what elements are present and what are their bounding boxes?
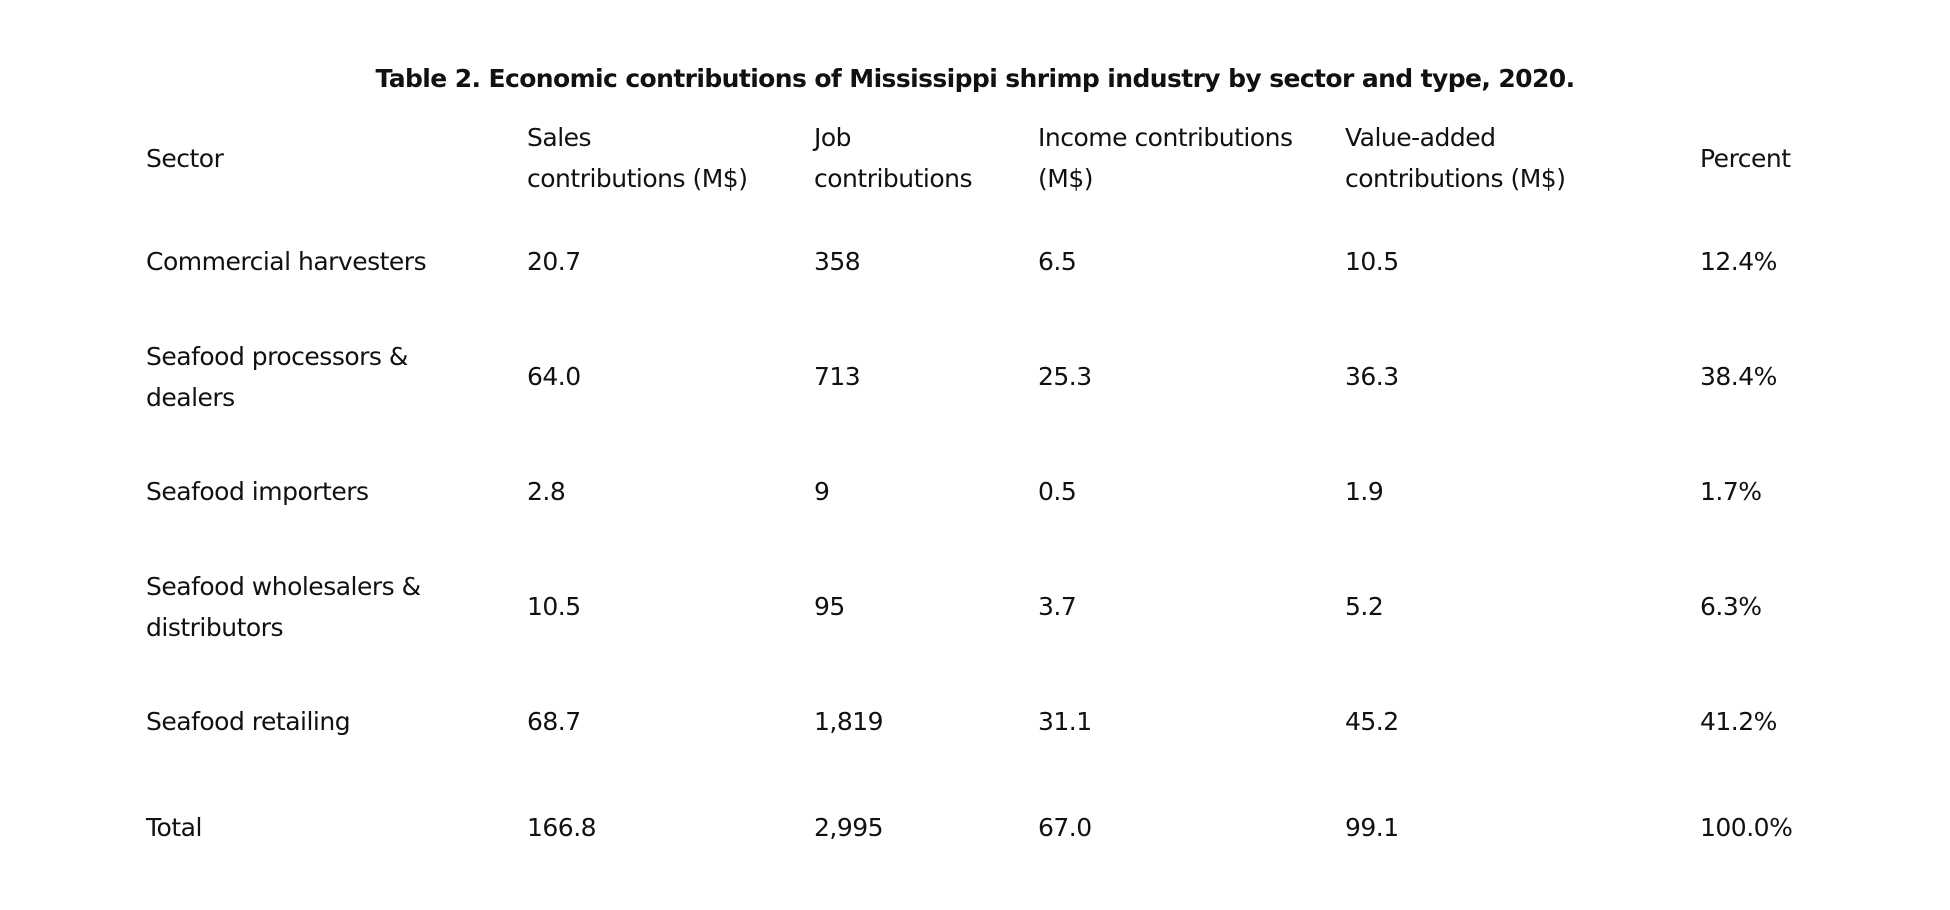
header-percent: Percent <box>1700 143 1791 173</box>
cell-jobs: 713 <box>814 362 861 391</box>
cell-jobs: 358 <box>814 247 861 276</box>
table-row: Seafood retailing 68.7 1,819 31.1 45.2 4… <box>146 664 1850 779</box>
cell-income: 0.5 <box>1038 477 1077 506</box>
cell-jobs: 95 <box>814 592 845 621</box>
cell-sales: 64.0 <box>527 362 581 391</box>
table-row: Seafood wholesalers & distributors 10.5 … <box>146 549 1850 664</box>
cell-value-added: 1.9 <box>1345 477 1384 506</box>
table-header-row: Sector Sales contributions (M$) Job cont… <box>146 112 1850 204</box>
cell-jobs: 2,995 <box>814 812 884 842</box>
cell-sales: 166.8 <box>527 812 597 842</box>
cell-income: 31.1 <box>1038 707 1092 736</box>
cell-sector: Commercial harvesters <box>146 247 427 276</box>
cell-percent: 38.4% <box>1700 362 1777 391</box>
cell-income: 25.3 <box>1038 362 1092 391</box>
cell-value-added: 99.1 <box>1345 812 1399 842</box>
cell-jobs: 1,819 <box>814 707 884 736</box>
table-row: Seafood processors & dealers 64.0 713 25… <box>146 319 1850 434</box>
header-value-added-contributions: Value-added contributions (M$) <box>1345 123 1566 193</box>
table-row: Commercial harvesters 20.7 358 6.5 10.5 … <box>146 204 1850 319</box>
cell-value-added: 5.2 <box>1345 592 1384 621</box>
cell-percent: 12.4% <box>1700 247 1777 276</box>
header-income-contributions: Income contributions (M$) <box>1038 123 1293 193</box>
cell-sector: Total <box>146 812 202 842</box>
header-sector: Sector <box>146 143 224 173</box>
cell-percent: 6.3% <box>1700 592 1762 621</box>
cell-income: 3.7 <box>1038 592 1077 621</box>
table-row: Seafood importers 2.8 9 0.5 1.9 1.7% <box>146 434 1850 549</box>
cell-value-added: 36.3 <box>1345 362 1399 391</box>
table-row-total: Total 166.8 2,995 67.0 99.1 100.0% <box>146 779 1850 875</box>
cell-income: 6.5 <box>1038 247 1077 276</box>
cell-sales: 2.8 <box>527 477 566 506</box>
cell-value-added: 10.5 <box>1345 247 1399 276</box>
cell-percent: 41.2% <box>1700 707 1777 736</box>
header-job-contributions: Job contributions <box>814 123 973 193</box>
cell-sales: 20.7 <box>527 247 581 276</box>
cell-sector: Seafood wholesalers & distributors <box>146 571 421 642</box>
cell-percent: 100.0% <box>1700 812 1793 842</box>
table-caption: Table 2. Economic contributions of Missi… <box>375 64 1576 93</box>
header-sales-contributions: Sales contributions (M$) <box>527 123 748 193</box>
cell-income: 67.0 <box>1038 812 1092 842</box>
cell-sector: Seafood importers <box>146 477 369 506</box>
cell-jobs: 9 <box>814 477 830 506</box>
economic-contributions-table: Sector Sales contributions (M$) Job cont… <box>146 112 1850 875</box>
cell-sector: Seafood processors & dealers <box>146 341 408 412</box>
cell-percent: 1.7% <box>1700 477 1762 506</box>
cell-sector: Seafood retailing <box>146 707 351 736</box>
cell-value-added: 45.2 <box>1345 707 1399 736</box>
cell-sales: 68.7 <box>527 707 581 736</box>
cell-sales: 10.5 <box>527 592 581 621</box>
